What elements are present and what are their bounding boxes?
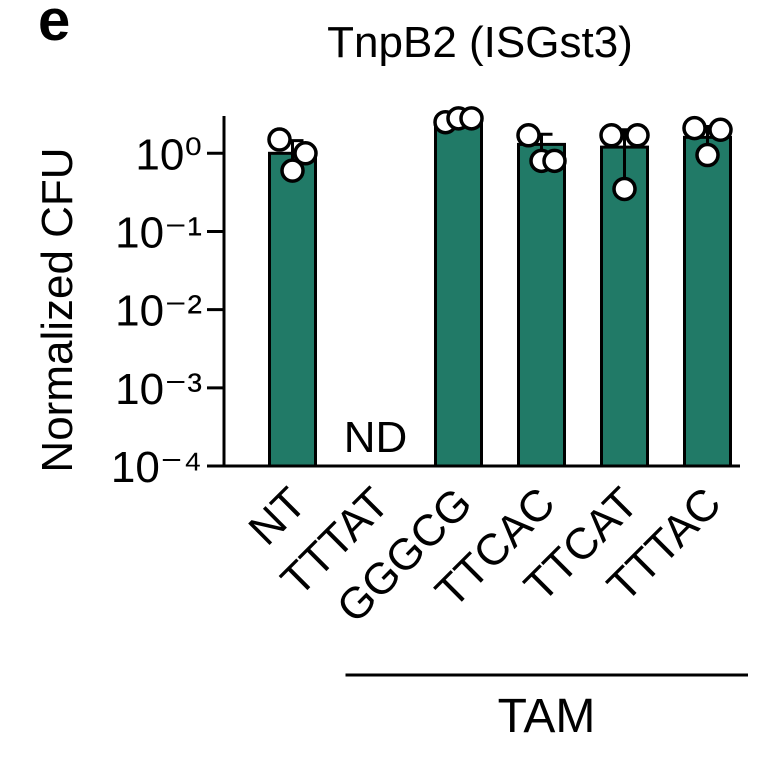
data-point [516,123,541,148]
bar [268,151,317,468]
data-point [293,141,318,166]
data-point [267,127,292,152]
bar [517,142,566,468]
data-point [625,123,650,148]
annotation: ND [344,413,408,462]
panel-label: e [38,0,70,53]
chart-title: TnpB2 (ISGst3) [327,18,633,67]
y-tick-label: 10⁻³ [115,365,202,414]
y-tick-label: 10⁰ [135,130,202,179]
data-point [695,142,720,168]
data-point [280,158,305,183]
data-point [612,176,637,202]
y-tick-label: 10⁻¹ [115,208,202,257]
data-point [708,117,733,143]
bar [434,118,483,468]
y-tick-label: 10⁻² [115,287,202,336]
y-axis-label: Normalized CFU [33,147,82,472]
data-point [682,115,707,141]
y-tick-label: 10⁻⁴ [111,443,202,492]
bar [683,135,732,468]
data-point [599,123,624,148]
group-label: TAM [498,690,596,743]
data-point [459,106,484,131]
data-point [542,148,567,174]
